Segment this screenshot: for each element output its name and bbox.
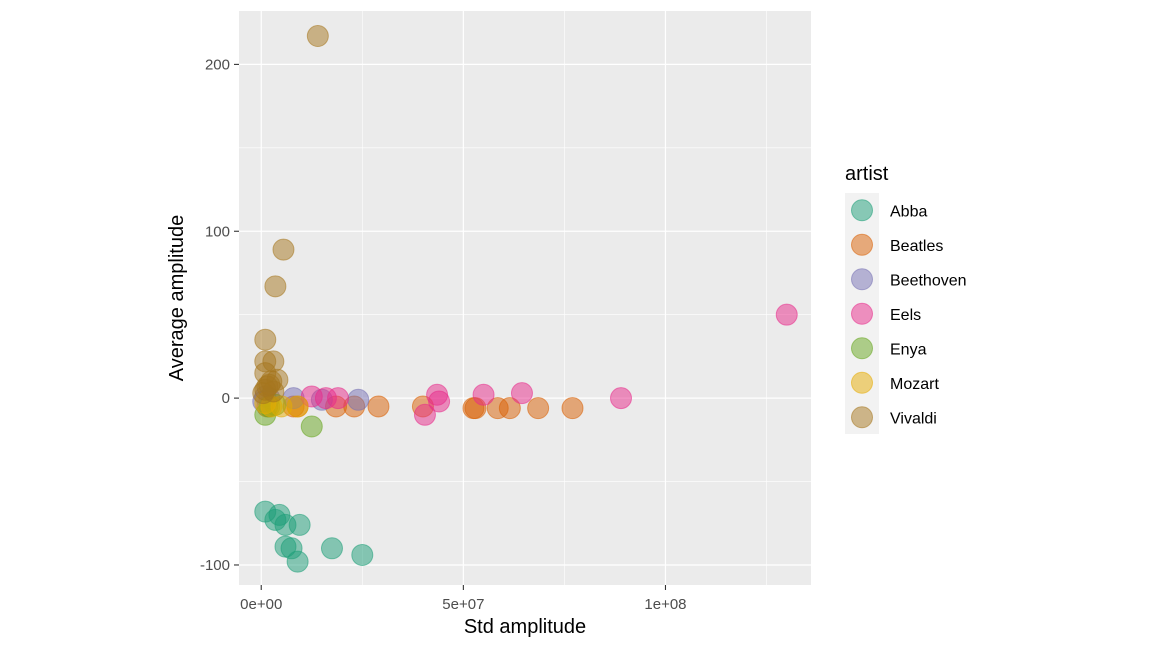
y-tick-label: -100 bbox=[200, 557, 230, 574]
legend-key-enya bbox=[851, 337, 873, 360]
legend-label-beethoven: Beethoven bbox=[890, 272, 967, 289]
point-vivaldi bbox=[272, 238, 295, 261]
legend-label-abba: Abba bbox=[890, 203, 927, 220]
x-axis-title: Std amplitude bbox=[464, 616, 586, 638]
point-beatles bbox=[561, 397, 584, 420]
legend-items: Abba Beatles Beethoven Eels Enya Mozart Vivald… bbox=[851, 199, 967, 429]
legend-key-beatles bbox=[851, 233, 873, 256]
x-tick-label: 0e+00 bbox=[240, 596, 282, 613]
point-beatles bbox=[498, 397, 521, 420]
legend-key-abba bbox=[851, 199, 873, 222]
point-enya bbox=[300, 415, 323, 438]
legend-key-vivaldi bbox=[851, 406, 873, 429]
legend-label-enya: Enya bbox=[890, 341, 927, 358]
point-mozart bbox=[286, 395, 309, 418]
legend-key-eels bbox=[851, 302, 873, 325]
data-points bbox=[252, 25, 798, 573]
legend: artist Abba Beatles Beethoven Eels Enya Mozar… bbox=[845, 163, 967, 434]
point-beatles bbox=[527, 397, 550, 420]
point-eels bbox=[428, 390, 451, 413]
point-eels bbox=[472, 383, 495, 406]
point-abba bbox=[288, 513, 311, 536]
point-eels bbox=[413, 403, 436, 426]
legend-title: artist bbox=[845, 163, 889, 185]
point-beethoven bbox=[347, 388, 370, 411]
point-vivaldi bbox=[306, 25, 329, 48]
point-eels bbox=[327, 387, 350, 410]
point-eels bbox=[510, 382, 533, 405]
y-axis-title: Average amplitude bbox=[166, 215, 188, 381]
x-tick-label: 1e+08 bbox=[644, 596, 686, 613]
legend-label-mozart: Mozart bbox=[890, 376, 939, 393]
y-tick-label: 0 bbox=[222, 390, 230, 407]
legend-key-mozart bbox=[851, 371, 873, 394]
legend-label-eels: Eels bbox=[890, 307, 921, 324]
y-axis: -100 0 100 200 bbox=[200, 56, 239, 574]
point-eels bbox=[775, 303, 798, 326]
point-abba bbox=[320, 537, 343, 560]
x-axis: 0e+00 5e+07 1e+08 bbox=[240, 585, 687, 613]
minor-gridlines bbox=[239, 11, 811, 585]
point-vivaldi bbox=[264, 275, 287, 298]
legend-label-beatles: Beatles bbox=[890, 238, 943, 255]
point-vivaldi bbox=[254, 328, 277, 351]
point-beatles bbox=[367, 395, 390, 418]
point-abba bbox=[286, 550, 309, 573]
point-vivaldi bbox=[258, 373, 281, 396]
point-eels bbox=[610, 387, 633, 410]
y-tick-label: 100 bbox=[205, 223, 230, 240]
panel-background bbox=[239, 11, 811, 585]
y-tick-label: 200 bbox=[205, 56, 230, 73]
legend-key-beethoven bbox=[851, 268, 873, 291]
legend-label-vivaldi: Vivaldi bbox=[890, 410, 937, 427]
x-tick-label: 5e+07 bbox=[442, 596, 484, 613]
point-abba bbox=[351, 543, 374, 566]
